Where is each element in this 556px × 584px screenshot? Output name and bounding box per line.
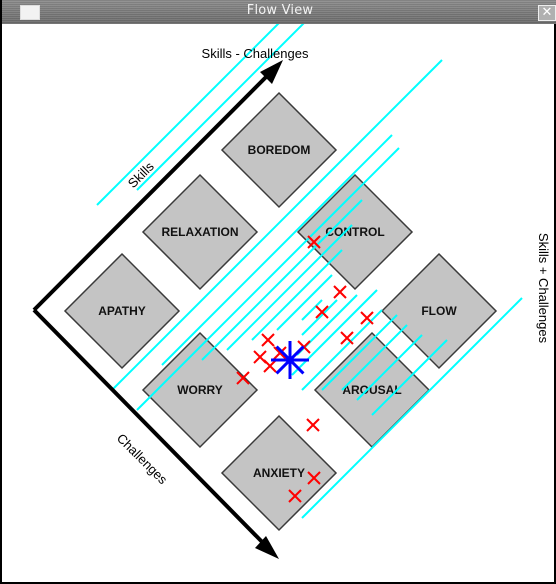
band-line <box>301 309 383 391</box>
x-marker-icon <box>333 285 347 299</box>
x-marker-icon <box>315 305 329 319</box>
x-marker-icon <box>307 235 321 249</box>
band-line <box>301 297 523 519</box>
state-region-flow <box>380 252 498 370</box>
state-region-relaxation <box>141 173 259 291</box>
band-line <box>96 24 280 206</box>
x-marker-icon <box>307 471 321 485</box>
x-marker-icon <box>360 311 374 325</box>
band-line <box>136 24 305 191</box>
state-label-relaxation: RELAXATION <box>161 225 238 239</box>
title-bar[interactable]: Flow View ✕ <box>2 0 556 24</box>
state-label-anxiety: ANXIETY <box>253 466 305 480</box>
band-line <box>201 199 363 361</box>
sample-markers <box>236 235 374 503</box>
state-region-anxiety <box>220 414 338 532</box>
band-line <box>111 59 443 391</box>
x-marker-icon <box>288 489 302 503</box>
band-line <box>276 274 333 331</box>
band-line <box>341 324 408 391</box>
state-label-boredom: BOREDOM <box>248 143 311 157</box>
state-label-worry: WORRY <box>177 383 223 397</box>
state-region-control <box>296 173 414 291</box>
x-marker-icon <box>253 350 267 364</box>
axis-arrows <box>32 60 283 559</box>
band-line <box>321 314 398 391</box>
x-marker-icon <box>306 418 320 432</box>
close-icon[interactable]: ✕ <box>538 5 556 21</box>
axis-label-skills-plus-challenges: Skills + Challenges <box>536 233 551 344</box>
window-menu-icon[interactable] <box>20 5 40 20</box>
state-region-worry <box>141 331 259 449</box>
window-title: Flow View <box>246 3 314 18</box>
x-marker-icon <box>273 346 287 360</box>
axis-label-skills-minus-challenges: Skills - Challenges <box>202 46 309 61</box>
x-marker-icon <box>261 333 275 347</box>
cyan-band-lines <box>96 24 523 519</box>
band-line <box>226 224 353 351</box>
state-region-apathy <box>63 252 181 370</box>
state-label-arousal: AROUSAL <box>342 383 401 397</box>
x-marker-icon <box>340 331 354 345</box>
x-marker-icon <box>236 371 250 385</box>
band-line <box>301 299 338 336</box>
asterisk-marker-icon <box>271 341 309 379</box>
band-line <box>301 299 323 321</box>
band-line <box>251 249 343 341</box>
state-label-apathy: APATHY <box>98 304 146 318</box>
state-region-boredom <box>220 91 338 209</box>
band-line <box>356 334 423 401</box>
current-state-marker <box>271 341 309 379</box>
band-line <box>136 147 400 411</box>
band-line <box>161 134 393 366</box>
state-label-flow: FLOW <box>421 304 457 318</box>
band-line <box>371 339 448 416</box>
